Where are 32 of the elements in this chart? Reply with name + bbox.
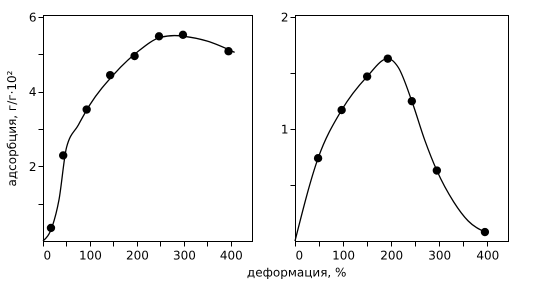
y-axis-title: адсорбция, г/г·10² — [4, 70, 19, 186]
point — [337, 106, 346, 114]
x-tick-label: 200 — [126, 248, 149, 262]
point — [314, 154, 322, 162]
x-tick-label: 400 — [476, 248, 500, 262]
x-tick-label: 400 — [220, 248, 243, 262]
point — [432, 166, 442, 175]
point — [480, 228, 490, 236]
point — [362, 72, 372, 81]
point — [178, 30, 188, 39]
y-tick-label: 6 — [28, 10, 36, 24]
x-tick-label: 0 — [44, 248, 52, 262]
point — [224, 47, 233, 56]
y-tick-label: 2 — [28, 160, 36, 174]
point — [82, 105, 91, 114]
x-tick-label: 200 — [380, 248, 404, 262]
point — [408, 96, 416, 106]
x-tick-label: 300 — [172, 248, 196, 262]
x-tick-label: 0 — [296, 248, 304, 262]
point — [59, 151, 68, 160]
point — [154, 32, 164, 40]
x-tick-label: 300 — [428, 248, 452, 262]
x-tick-label: 100 — [79, 248, 102, 262]
x-axis-title: деформация, % — [246, 266, 346, 280]
point — [46, 224, 56, 232]
point — [106, 70, 114, 80]
y-tick-label: 2 — [280, 10, 288, 25]
x-tick-label: 100 — [332, 248, 356, 262]
point — [384, 54, 392, 63]
y-tick-label: 4 — [28, 85, 36, 100]
point — [130, 52, 139, 60]
y-tick-label: 1 — [280, 122, 288, 137]
